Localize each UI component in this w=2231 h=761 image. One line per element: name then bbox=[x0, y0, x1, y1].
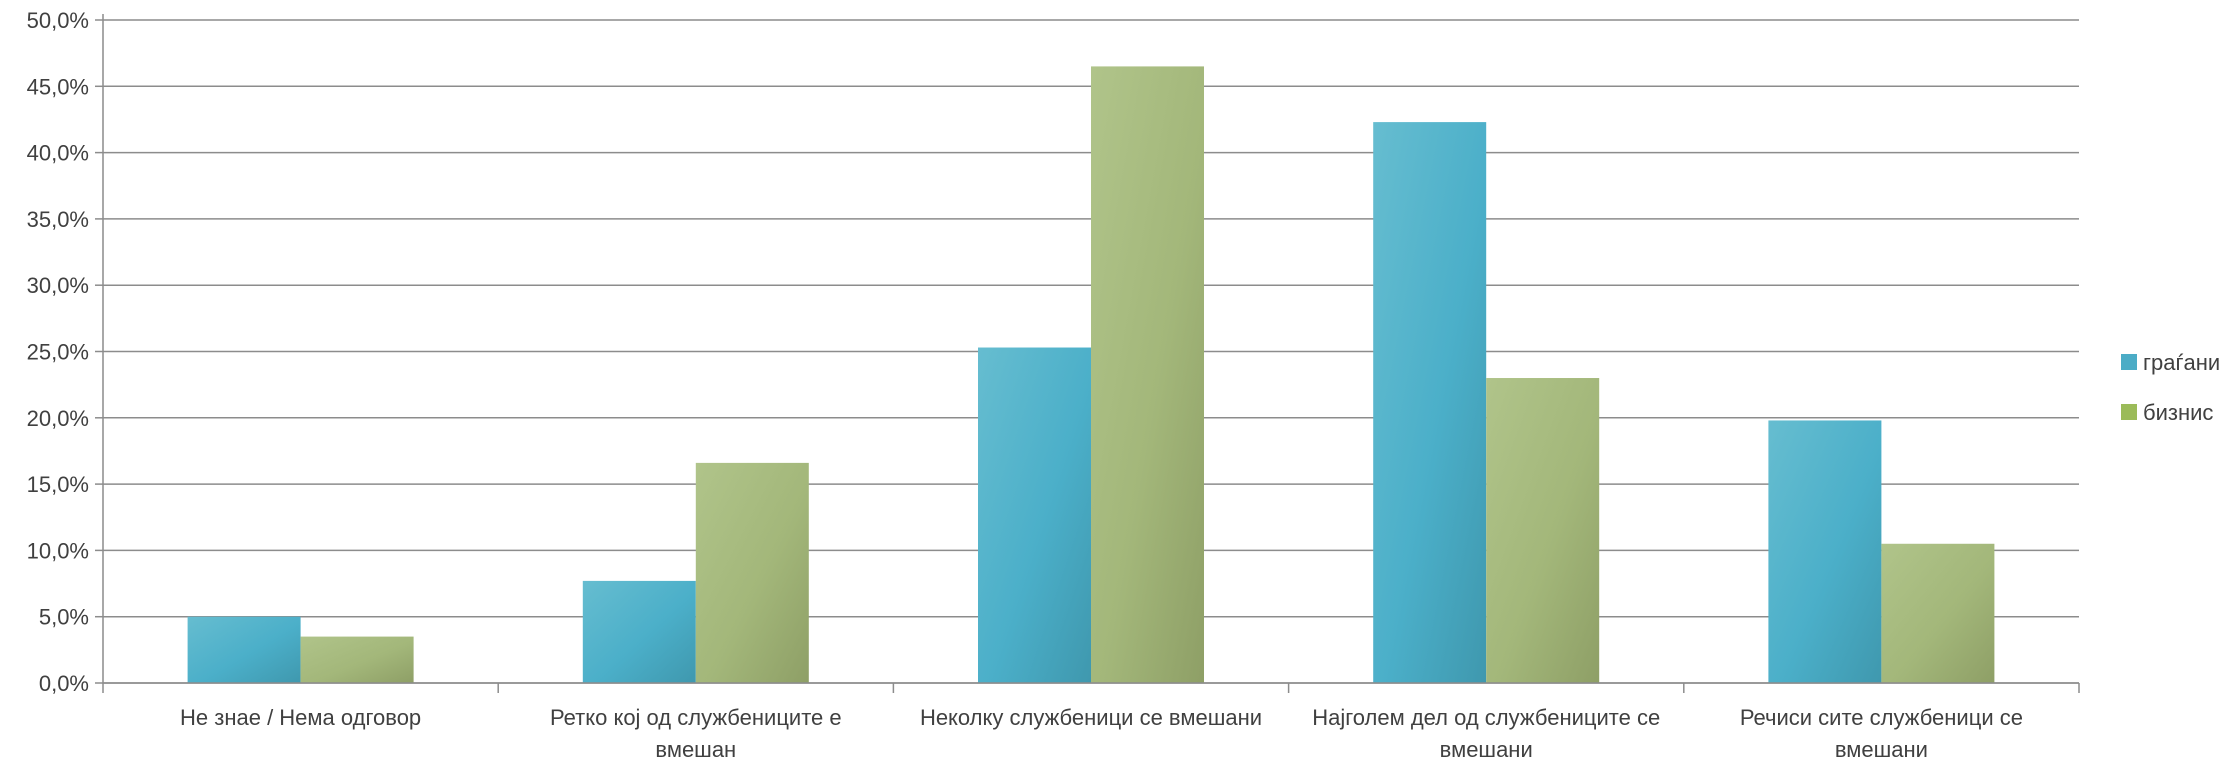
y-tick-label: 5,0% bbox=[39, 605, 89, 630]
bar-series-1 bbox=[582, 580, 696, 683]
x-category-label: вмешани bbox=[1835, 737, 1928, 761]
x-category-label: Неколку службеници се вмешани bbox=[920, 705, 1262, 730]
bar-series-2 bbox=[1486, 378, 1600, 683]
y-tick-label: 10,0% bbox=[27, 538, 89, 563]
y-tick-label: 35,0% bbox=[27, 207, 89, 232]
bar-series-1 bbox=[187, 616, 301, 683]
y-tick-label: 25,0% bbox=[27, 340, 89, 365]
axes bbox=[102, 14, 2080, 693]
bar-series-2 bbox=[1091, 66, 1204, 683]
bar-series-2 bbox=[695, 462, 809, 683]
x-category-label: вмешан bbox=[655, 737, 736, 761]
y-tick-label: 50,0% bbox=[27, 8, 89, 33]
bar-series-1 bbox=[1373, 122, 1487, 684]
y-tick-label: 15,0% bbox=[27, 472, 89, 497]
x-category-label: Најголем дел од службениците се bbox=[1312, 705, 1660, 730]
y-tick-label: 30,0% bbox=[27, 273, 89, 298]
y-tick-label: 0,0% bbox=[39, 671, 89, 696]
bars bbox=[187, 66, 1995, 684]
bar-series-2 bbox=[300, 636, 414, 683]
bar-series-2 bbox=[1881, 543, 1995, 683]
legend: граѓани бизнис bbox=[2121, 350, 2220, 425]
legend-label: граѓани bbox=[2143, 350, 2220, 375]
x-category-label: Не знае / Нема одговор bbox=[180, 705, 421, 730]
legend-swatch bbox=[2121, 354, 2137, 370]
x-category-label: вмешани bbox=[1440, 737, 1533, 761]
legend-swatch bbox=[2121, 404, 2137, 420]
y-tick-label: 40,0% bbox=[27, 141, 89, 166]
legend-label: бизнис bbox=[2143, 400, 2213, 425]
bar-series-1 bbox=[1768, 420, 1882, 683]
y-axis-tick-labels: 0,0% 5,0% 10,0% 15,0% 20,0% 25,0% 30,0% 35,0% 40… bbox=[27, 8, 89, 696]
y-tick-label: 20,0% bbox=[27, 406, 89, 431]
x-axis-category-labels: Не знае / Нема одговор Ретко кој од служб… bbox=[180, 705, 2023, 761]
bar-series-1 bbox=[978, 347, 1091, 683]
x-category-label: Речиси сите службеници се bbox=[1740, 705, 2023, 730]
y-tick-label: 45,0% bbox=[27, 74, 89, 99]
x-category-label: Ретко кој од службениците е bbox=[550, 705, 842, 730]
